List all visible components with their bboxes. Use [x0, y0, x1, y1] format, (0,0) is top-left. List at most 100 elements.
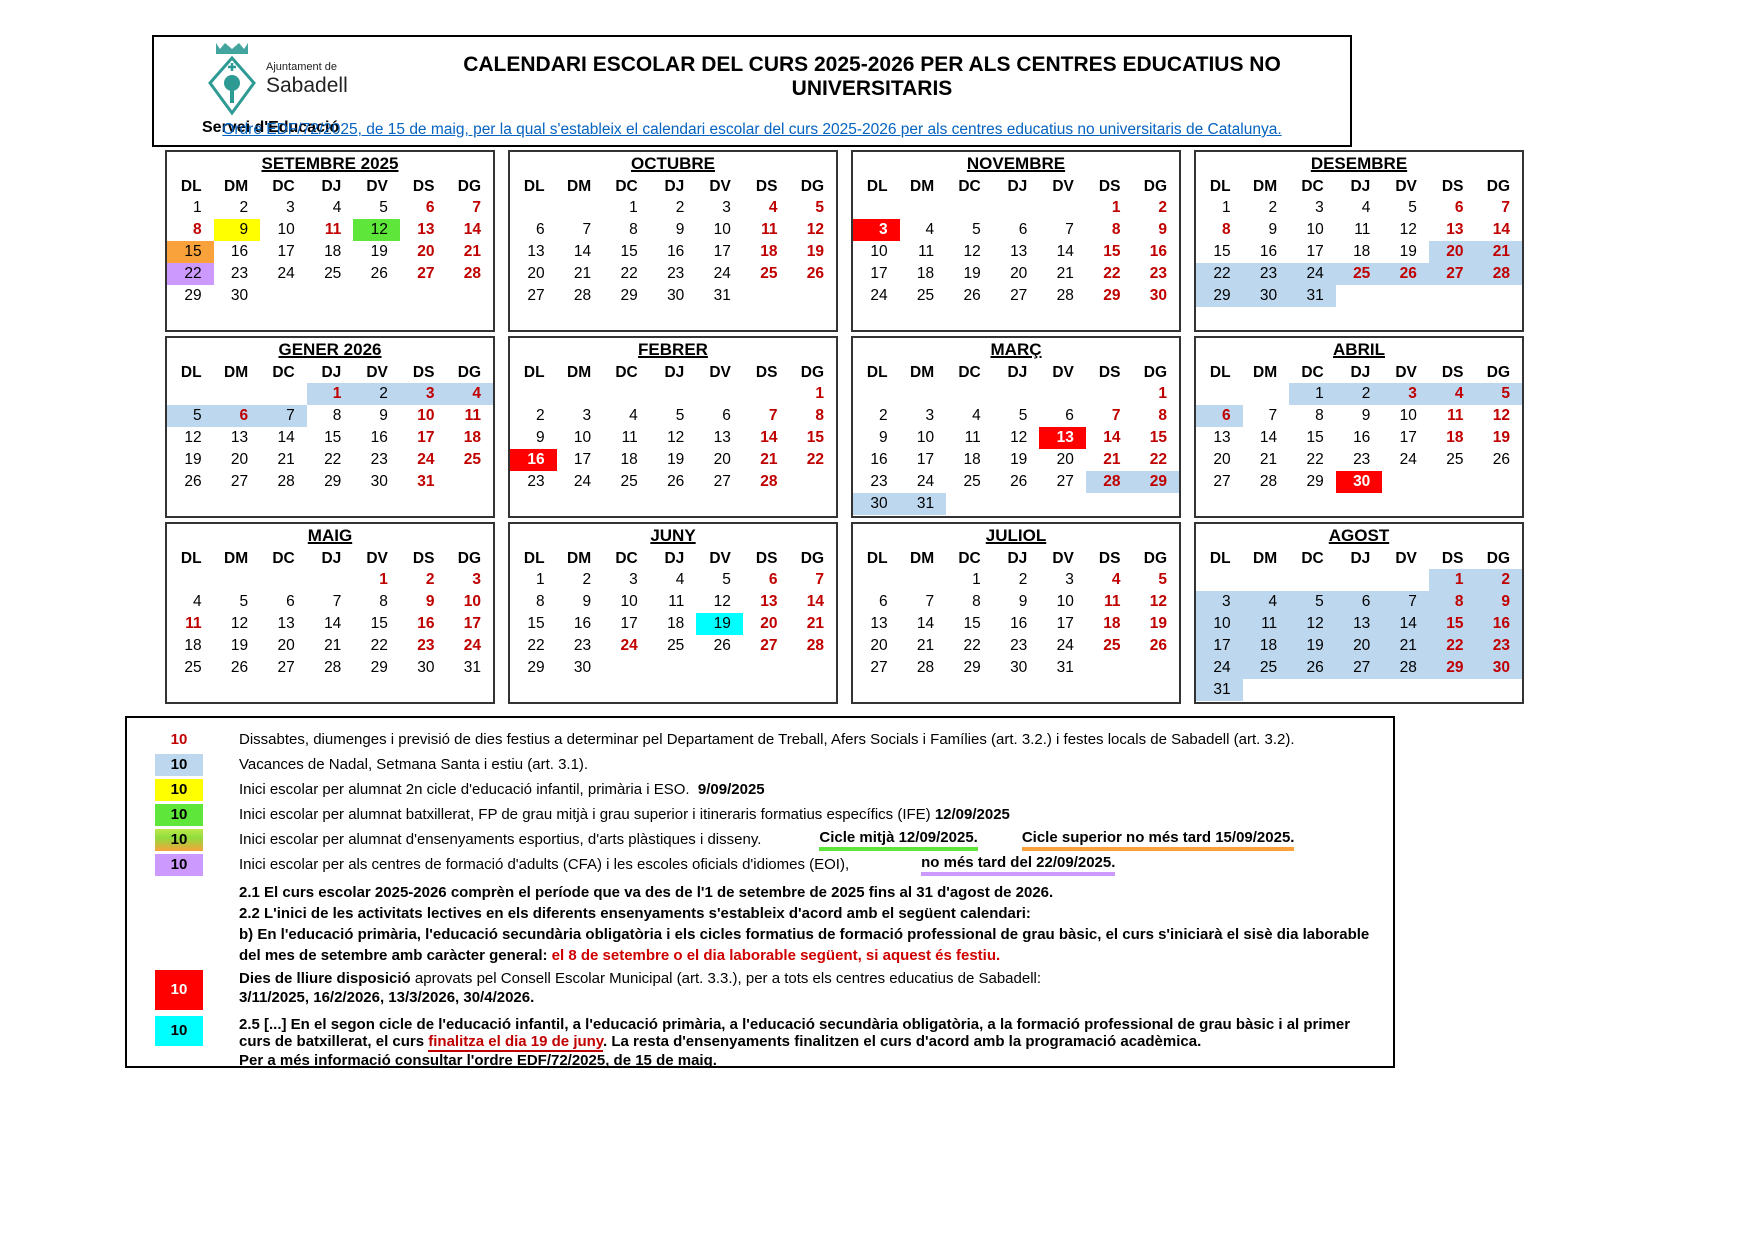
day-cell: 19	[696, 613, 743, 635]
day-cell: 22	[527, 637, 545, 654]
month-title: FEBRER	[638, 340, 708, 359]
day-header-dc: DC	[958, 364, 981, 381]
day-cell: 15	[1428, 613, 1476, 635]
day-cell-empty	[1196, 569, 1243, 591]
day-cell: 5	[167, 405, 214, 427]
day-header-dl: DL	[523, 178, 545, 195]
month-title: JUNY	[650, 526, 696, 545]
note-b-line2: del mes de setembre amb caràcter general…	[239, 947, 1001, 964]
day-cell-empty	[307, 569, 354, 591]
day-header-dc: DC	[1301, 178, 1324, 195]
month-title: AGOST	[1328, 526, 1390, 545]
day-cell: 18	[916, 265, 935, 282]
day-cell-empty	[789, 657, 836, 679]
day-cell: 11	[1447, 407, 1464, 424]
day-cell-empty	[696, 657, 743, 679]
day-cell: 29	[1103, 287, 1121, 304]
day-header-dm: DM	[910, 178, 935, 195]
day-cell: 1	[1158, 385, 1168, 402]
day-header-dm: DM	[224, 178, 249, 195]
day-cell-empty	[1039, 493, 1086, 515]
day-cell: 18	[1353, 243, 1371, 260]
day-cell: 11	[964, 429, 981, 446]
day-header-dv: DV	[709, 364, 731, 381]
legend-swatch-batxillerat: 10	[155, 803, 203, 826]
day-header-dj: DJ	[664, 364, 685, 381]
day-cell: 20	[870, 637, 888, 654]
day-cell: 4	[768, 199, 778, 216]
day-cell: 25	[916, 287, 935, 304]
day-cell: 18	[667, 615, 685, 632]
day-cell: 19	[1492, 429, 1511, 446]
day-cell: 3	[722, 199, 731, 216]
day-cell: 18	[1446, 429, 1464, 446]
day-cell-empty	[853, 569, 900, 591]
day-cell: 15	[527, 615, 545, 632]
day-cell-empty	[1132, 657, 1179, 679]
note-b-red: el 8 de setembre o el dia laborable segü…	[551, 947, 1001, 964]
day-header-dl: DL	[180, 364, 202, 381]
day-header-dg: DG	[1486, 178, 1511, 195]
day-cell: 2	[1018, 571, 1028, 588]
day-cell: 27	[230, 473, 249, 490]
month-title: SETEMBRE 2025	[261, 154, 399, 173]
day-cell: 5	[1475, 383, 1522, 405]
day-cell: 10	[1196, 613, 1243, 635]
day-cell: 30	[667, 287, 685, 304]
day-cell: 3	[1196, 591, 1243, 613]
day-cell: 11	[1104, 593, 1121, 610]
day-header-dv: DV	[709, 550, 731, 567]
day-cell: 7	[1382, 591, 1429, 613]
day-cell: 21	[463, 243, 482, 260]
day-cell-empty	[167, 569, 214, 591]
day-cell-empty	[1382, 471, 1429, 493]
day-cell: 29	[184, 287, 202, 304]
day-cell: 25	[1242, 657, 1290, 679]
legend-swatch-festius: 10	[170, 730, 188, 748]
day-cell: 2	[1335, 383, 1383, 405]
day-cell: 23	[870, 473, 888, 490]
day-cell: 1	[1428, 569, 1476, 591]
day-cell: 28	[1475, 263, 1522, 285]
day-header-dc: DC	[272, 550, 295, 567]
legend-swatch-esportius: 10	[155, 828, 203, 851]
month-febrer: FEBRER DL DM DC DJ DV DS DG 1 2 3 4 5 6 7 8 9 10 11 12 13 14 1…	[508, 336, 838, 518]
legend-row-adults: 10 Inici escolar per als centres de form…	[155, 853, 1393, 876]
day-cell: 11	[185, 615, 202, 632]
day-cell: 2	[1158, 199, 1168, 216]
day-cell: 1	[1111, 199, 1121, 216]
day-cell: 30	[1475, 657, 1522, 679]
day-cell: 19	[806, 243, 825, 260]
ordre-link[interactable]: Ordre EDF/72/2025, de 15 de maig, per la…	[222, 121, 1282, 138]
legend-text-batxillerat: Inici escolar per alumnat batxillerat, F…	[239, 806, 1010, 823]
legend-swatch-infantil: 10	[155, 778, 203, 801]
day-cell: 30	[853, 493, 900, 515]
day-cell-empty	[400, 285, 447, 307]
day-cell: 27	[713, 473, 731, 490]
month-desembre: DESEMBRE DL DM DC DJ DV DS DG 1 2 3 4 5 6 7 8 9 10 11 12 13 1…	[1194, 150, 1524, 332]
day-cell: 28	[1259, 473, 1278, 490]
day-cell: 12	[667, 429, 685, 446]
day-cell-empty	[1243, 569, 1290, 591]
day-cell: 23	[370, 451, 388, 468]
day-cell: 30	[230, 287, 249, 304]
day-cell: 23	[1353, 451, 1371, 468]
day-header-dj: DJ	[664, 550, 685, 567]
header-box: Ajuntament de Sabadell Servei d'Educació…	[152, 35, 1352, 147]
day-header-dg: DG	[1486, 364, 1511, 381]
day-cell: 7	[582, 221, 592, 238]
day-cell-empty	[993, 383, 1040, 405]
day-header-dl: DL	[866, 364, 888, 381]
day-cell: 29	[1306, 473, 1324, 490]
day-cell: 10	[916, 429, 935, 446]
day-cell: 13	[713, 429, 731, 446]
day-header-dl: DL	[523, 364, 545, 381]
day-cell: 20	[1335, 635, 1383, 657]
day-cell: 9	[1158, 221, 1168, 238]
day-header-ds: DS	[412, 364, 435, 381]
day-cell-empty	[1382, 569, 1429, 591]
day-cell-empty	[946, 493, 993, 515]
day-cell: 11	[668, 593, 685, 610]
day-cell-empty	[853, 197, 900, 219]
day-cell: 14	[1382, 613, 1429, 635]
